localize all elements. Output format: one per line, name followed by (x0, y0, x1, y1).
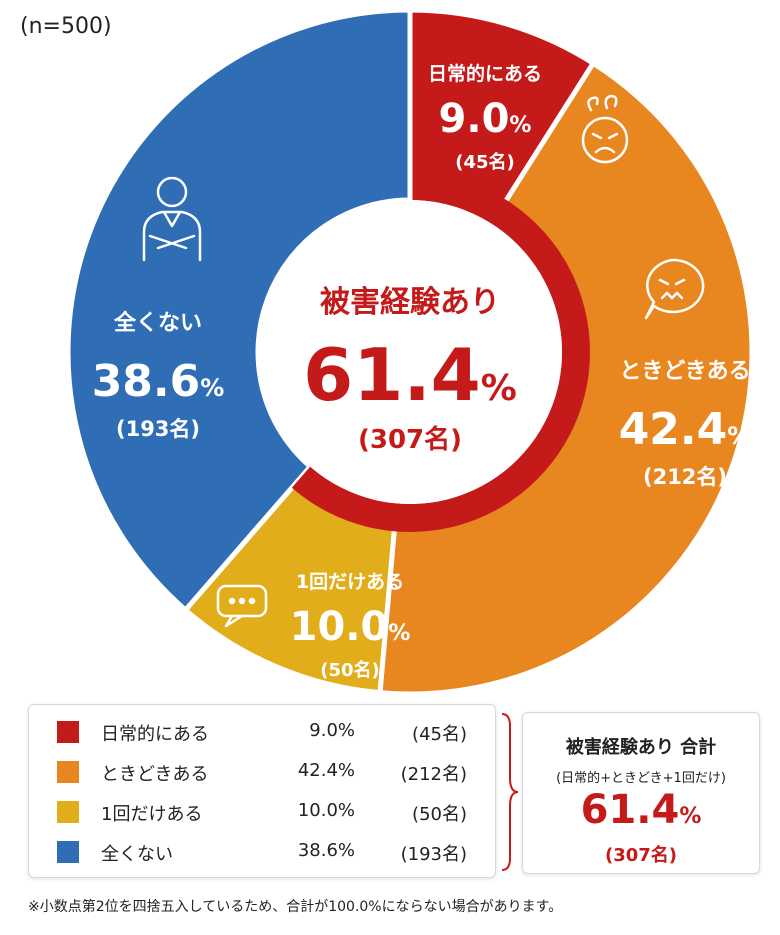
total-percent: 61.4% (523, 787, 759, 833)
slice-count-sometimes: (212名) (643, 465, 727, 489)
person-arms-crossed-icon (142, 176, 202, 262)
total-subtitle: (日常的+ときどき+1回だけ) (556, 771, 726, 786)
total-percent-value: 61.4 (580, 787, 680, 833)
slice-count-daily: (45名) (455, 151, 515, 173)
legend-row-once: 1回だけある 10.0% (50名) (29, 793, 495, 831)
donut-hole (258, 200, 562, 504)
legend-row-never: 全くない 38.6% (193名) (29, 833, 495, 871)
damage-ring (291, 172, 590, 532)
slice-label-sometimes: ときどきある (619, 359, 750, 384)
slice-label-never: 全くない (113, 310, 202, 336)
slice-label-daily: 日常的にある (428, 62, 542, 85)
legend-count-sometimes: (212名) (400, 764, 467, 785)
legend-swatch-never (57, 841, 79, 863)
legend-swatch-once (57, 801, 79, 823)
center-title: 被害経験あり (320, 285, 500, 320)
total-box: 被害経験あり 合計 (日常的+ときどき+1回だけ) 61.4% (307名) (522, 712, 760, 874)
legend-count-once: (50名) (412, 804, 467, 825)
slice-percent-sometimes: 42.4% (619, 404, 752, 455)
angry-face-icon (581, 94, 629, 164)
legend-percent-sometimes: 42.4% (297, 760, 355, 781)
legend-row-daily: 日常的にある 9.0% (45名) (29, 713, 495, 751)
legend-count-daily: (45名) (412, 724, 467, 745)
slice-count-never: (193名) (116, 417, 200, 441)
legend-percent-never: 38.6% (297, 840, 355, 861)
legend-label-never: 全くない (101, 844, 173, 865)
footnote: ※小数点第2位を四捨五入しているため、合計が100.0%にならない場合があります… (28, 899, 563, 915)
slice-count-once: (50名) (320, 659, 380, 681)
total-percent-sign: % (679, 804, 702, 829)
donut-chart: 日常的にある9.0%(45名)ときどきある42.4%(212名)1回だけある10… (68, 10, 752, 695)
center-count: (307名) (358, 424, 462, 455)
frustrated-speech-bubble-icon (644, 258, 705, 320)
sample-size-label: (n=500) (20, 14, 112, 39)
legend-label-sometimes: ときどきある (101, 764, 209, 785)
legend-percent-daily: 9.0% (309, 720, 355, 741)
legend-label-once: 1回だけある (101, 804, 203, 825)
legend-count-never: (193名) (400, 844, 467, 865)
slice-percent-once: 10.0% (290, 604, 411, 650)
total-count: (307名) (604, 845, 678, 866)
slice-label-once: 1回だけある (296, 571, 404, 593)
legend: 日常的にある 9.0% (45名) ときどきある 42.4% (212名) 1回… (28, 704, 496, 878)
legend-label-daily: 日常的にある (101, 724, 209, 745)
legend-swatch-sometimes (57, 761, 79, 783)
legend-percent-once: 10.0% (297, 800, 355, 821)
legend-swatch-daily (57, 721, 79, 743)
ellipsis-speech-bubble-icon (216, 584, 268, 628)
legend-row-sometimes: ときどきある 42.4% (212名) (29, 753, 495, 791)
total-title: 被害経験あり 合計 (565, 737, 717, 758)
brace-icon (501, 713, 519, 871)
